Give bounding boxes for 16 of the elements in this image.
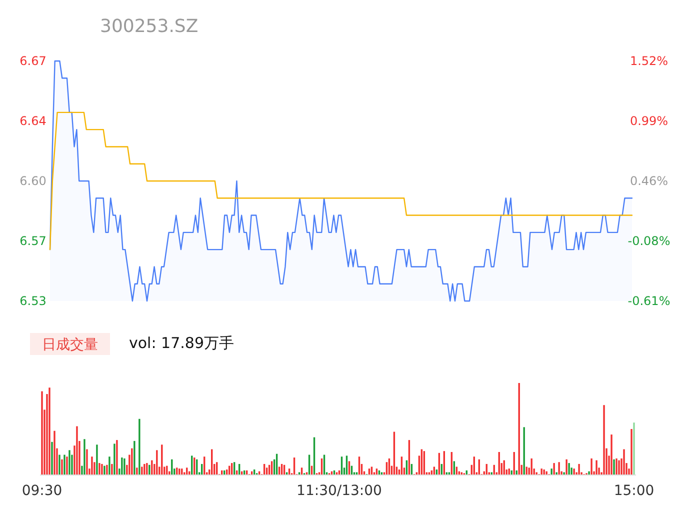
y2-tick-label: 0.46%	[630, 174, 668, 188]
x-tick-label: 09:30	[22, 483, 62, 499]
y-tick-label: 6.60	[20, 174, 46, 188]
y-tick-label: 6.53	[20, 294, 46, 308]
y-tick-label: 6.64	[20, 114, 46, 128]
chart-title: 300253.SZ	[100, 16, 198, 37]
x-tick-label: 15:00	[614, 483, 654, 499]
y2-tick-label: 0.99%	[630, 114, 668, 128]
y2-tick-label: -0.61%	[628, 294, 670, 308]
y-tick-label: 6.57	[20, 234, 46, 248]
chart-subtitle: vol: 17.89万手	[129, 334, 234, 352]
chart-title: 日成交量	[42, 337, 98, 353]
y2-tick-label: -0.08%	[628, 234, 670, 248]
y2-tick-label: 1.52%	[630, 54, 668, 68]
y-tick-label: 6.67	[20, 54, 46, 68]
x-tick-label: 11:30/13:00	[296, 483, 382, 499]
